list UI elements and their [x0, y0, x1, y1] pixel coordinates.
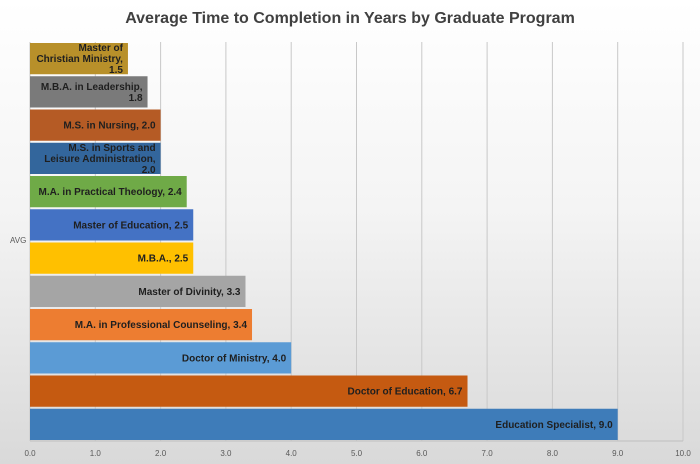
x-axis-ticks: 0.0 1.0 2.0 3.0 4.0 5.0 6.0 7.0 8.0 9.0 10.0: [24, 449, 691, 458]
bar-label: Education Specialist, 9.0: [495, 420, 613, 431]
x-tick-label: 4.0: [286, 449, 298, 458]
bar: [30, 43, 128, 75]
bar: [30, 242, 194, 274]
bar-label-line: 1.5: [109, 65, 123, 76]
x-tick-label: 8.0: [547, 449, 559, 458]
bar: [30, 109, 161, 141]
bar: [30, 209, 194, 241]
bar-label-line: Master of: [78, 43, 123, 54]
x-tick-label: 3.0: [220, 449, 232, 458]
bar-label: M.A. in Professional Counseling, 3.4: [75, 320, 248, 331]
x-tick-label: 2.0: [155, 449, 167, 458]
bar: [30, 342, 292, 374]
bar: [30, 142, 161, 174]
bar-label: M.B.A. in Leadership, 1.8: [41, 82, 143, 104]
bars: [30, 43, 618, 440]
bar-label: M.A. in Practical Theology, 2.4: [39, 187, 183, 198]
bar-label: M.B.A., 2.5: [138, 254, 189, 265]
bar: [30, 375, 468, 407]
bar-label-line: 1.8: [129, 93, 143, 104]
x-tick-label: 6.0: [416, 449, 428, 458]
x-tick-label: 1.0: [90, 449, 102, 458]
x-tick-label: 9.0: [612, 449, 624, 458]
bar: [30, 408, 618, 440]
bar-label: M.S. in Sports and Leisure Administration…: [44, 143, 156, 176]
bar-label-line: Christian Ministry,: [36, 54, 123, 65]
x-tick-label: 10.0: [675, 449, 691, 458]
bar-label-line: 2.0: [142, 165, 156, 176]
bar: [30, 309, 253, 341]
bar-label: Doctor of Ministry, 4.0: [182, 353, 287, 364]
bar-label: Master of Christian Ministry, 1.5: [36, 43, 123, 76]
bar-labels: Master of Christian Ministry, 1.5 M.B.A. in…: [36, 43, 613, 431]
bar-label: Master of Education, 2.5: [73, 220, 188, 231]
bar: [30, 275, 246, 307]
bar: [30, 76, 148, 108]
x-tick-label: 5.0: [351, 449, 363, 458]
bar-label-line: M.S. in Sports and: [68, 143, 155, 154]
bar-label-line: M.B.A. in Leadership,: [41, 82, 143, 93]
bar-label: M.S. in Nursing, 2.0: [63, 121, 156, 132]
bar-label: Master of Divinity, 3.3: [138, 287, 241, 298]
bar-label-line: Leisure Administration,: [44, 154, 156, 165]
gridlines: [29, 42, 684, 442]
x-tick-label: 0.0: [24, 449, 36, 458]
x-tick-label: 7.0: [482, 449, 494, 458]
bar: [30, 176, 187, 208]
bar-label: Doctor of Education, 6.7: [347, 387, 462, 398]
y-axis-label: AVG: [10, 236, 26, 245]
chart-title: Average Time to Completion in Years by G…: [125, 10, 575, 27]
